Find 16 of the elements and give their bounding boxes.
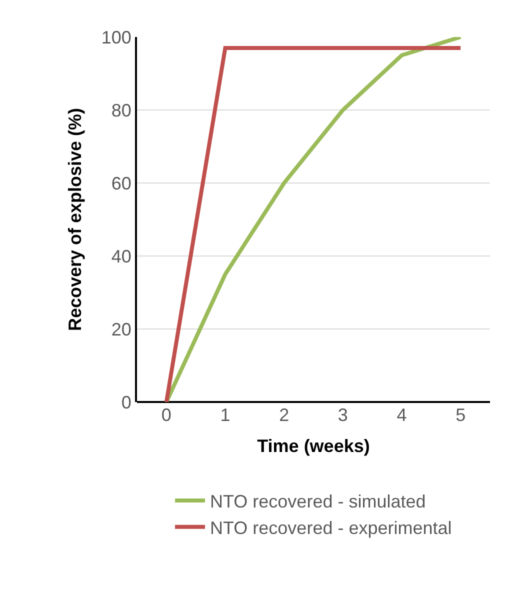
y-axis-title: Recovery of explosive (%) <box>65 108 86 332</box>
y-tick-label: 100 <box>101 27 132 48</box>
x-tick-label: 4 <box>396 405 407 425</box>
y-tick-label: 40 <box>111 246 132 266</box>
x-tick-label: 2 <box>279 405 290 425</box>
y-tick-label: 60 <box>111 173 132 194</box>
y-tick-label: 20 <box>111 319 132 340</box>
y-tick-label: 0 <box>121 392 132 412</box>
x-tick-label: 5 <box>456 405 466 425</box>
x-axis-title: Time (weeks) <box>257 436 370 456</box>
legend-label: NTO recovered - experimental <box>210 518 452 538</box>
y-tick-label: 80 <box>111 100 132 120</box>
x-tick-label: 1 <box>220 405 230 425</box>
x-tick-label: 3 <box>338 405 348 425</box>
legend-label: NTO recovered - simulated <box>210 492 426 512</box>
x-tick-label: 0 <box>161 405 172 425</box>
